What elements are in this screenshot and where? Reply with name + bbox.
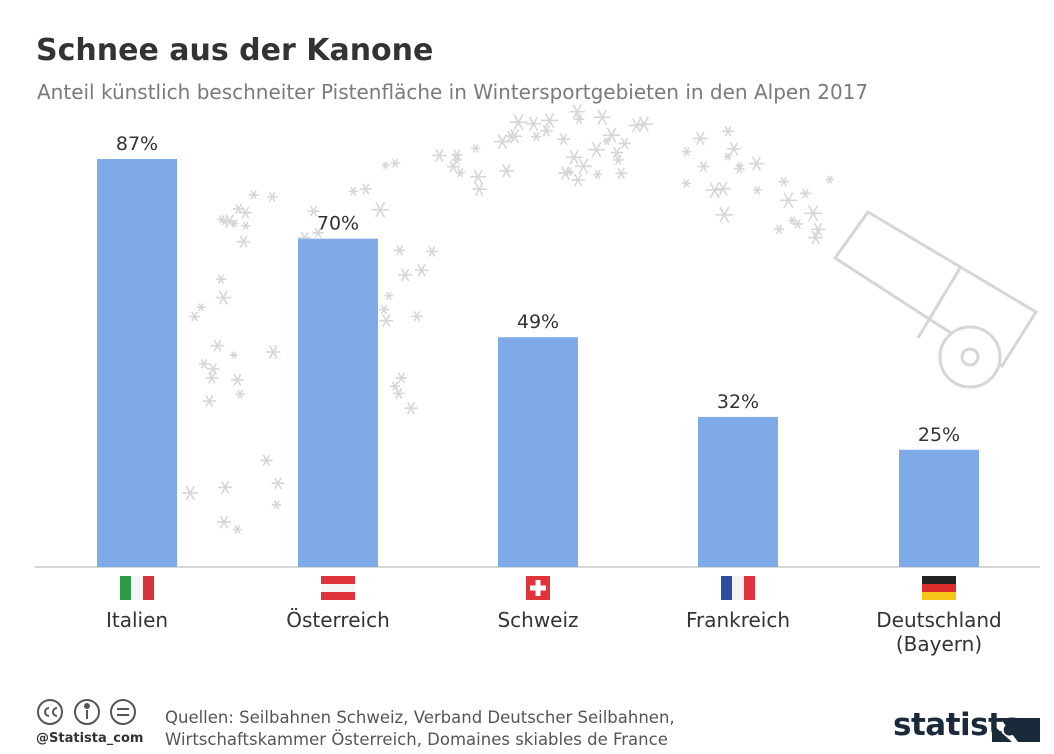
flags [120,576,956,600]
flag [143,576,154,600]
cannon-wheel [940,327,1000,387]
flag [922,576,956,584]
value-label: 49% [517,311,559,333]
brand: statista [893,707,1023,743]
flag [120,576,131,600]
icon [85,704,89,708]
flag [321,584,355,592]
bar [298,239,378,567]
bar [97,159,177,567]
value-label: 70% [317,213,359,235]
license-icons [38,700,135,724]
page: {"chart_data": {"type": "bar", "title": … [0,0,1054,754]
value-label: 25% [918,424,960,446]
icon [111,700,135,724]
chart-title: Schnee aus der Kanone [36,33,433,68]
flag [744,576,755,600]
flag [321,592,355,600]
value-label: 32% [717,391,759,413]
flag [721,576,732,600]
category-label: Italien [62,608,212,632]
bar [698,417,778,567]
icon [45,708,57,716]
flag [922,584,956,592]
category-label: Frankreich [663,608,813,632]
value-label: 87% [116,133,158,155]
source: Quellen: Seilbahnen Schweiz, Verband Deu… [165,707,685,751]
cannon-band [918,268,960,338]
flag [321,576,355,584]
bar [498,337,578,567]
icon [38,700,62,724]
bar [899,450,979,567]
handle: @Statista_com [36,731,143,746]
cannon-barrel [835,212,1036,366]
flag [131,576,143,600]
flag [922,592,956,600]
category-label: Österreich [263,608,413,632]
category-label: Deutschland (Bayern) [864,608,1014,656]
category-label: Schweiz [463,608,613,632]
flag [530,586,546,591]
flag [732,576,744,600]
chart-subtitle: Anteil künstlich beschneiter Pistenfläch… [37,80,868,104]
